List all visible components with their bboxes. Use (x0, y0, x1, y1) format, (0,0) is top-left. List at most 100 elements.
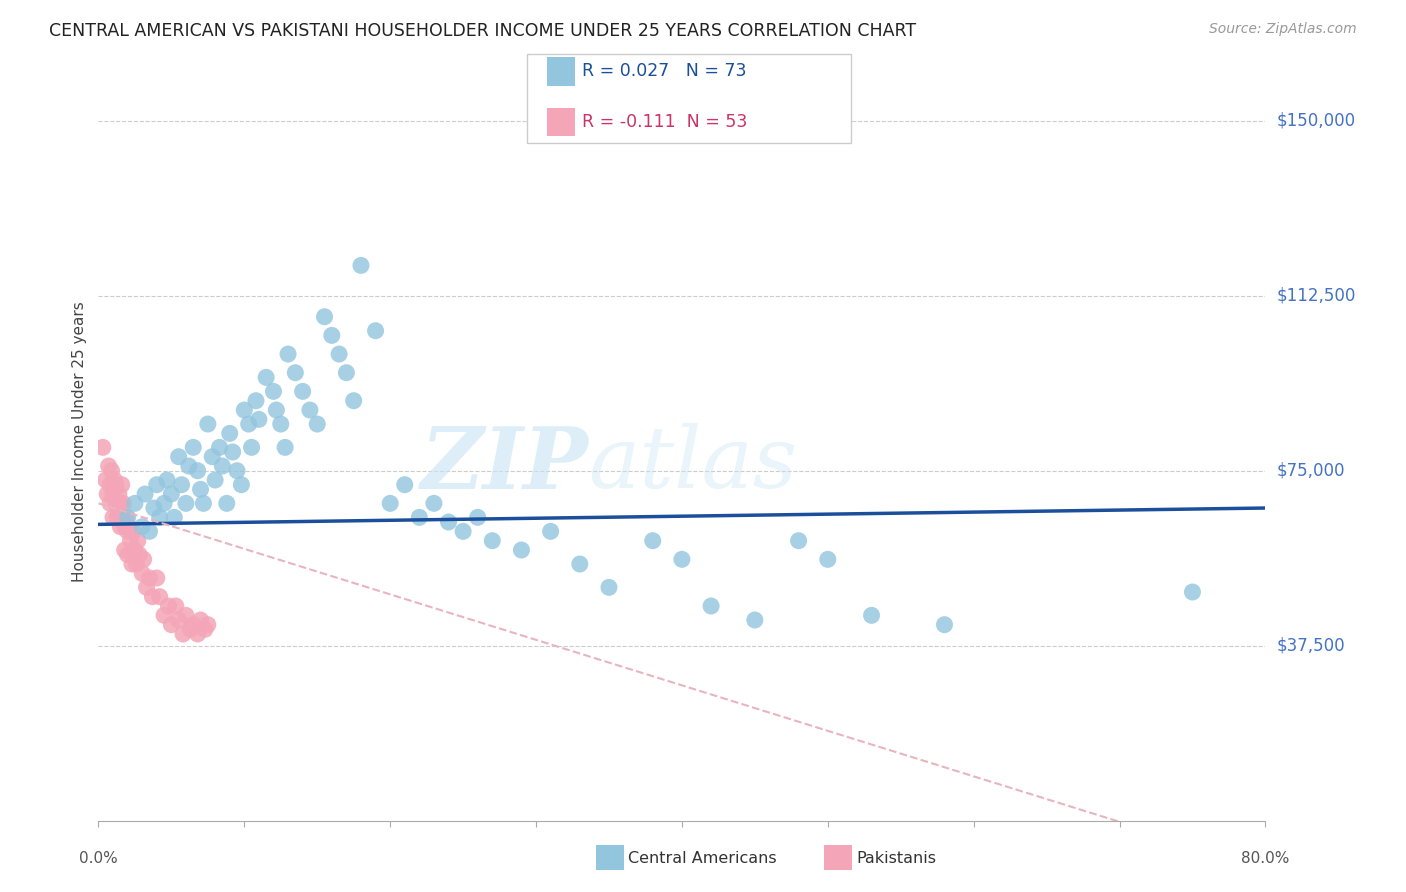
Point (163, 510, 186, 524)
Point (160, 487, 183, 501)
Point (510, 543, 533, 558)
Point (153, 608, 176, 623)
Point (94, 473, 117, 487)
Point (135, 580, 157, 594)
Point (787, 533, 810, 548)
Point (142, 501, 165, 516)
Text: ZIP: ZIP (420, 423, 589, 506)
Point (744, 613, 766, 627)
Point (451, 524, 474, 539)
Text: $112,500: $112,500 (1277, 286, 1357, 305)
Point (112, 496, 135, 510)
Point (408, 510, 430, 524)
Point (146, 571, 169, 585)
Point (423, 496, 446, 510)
Point (111, 477, 134, 491)
Point (167, 613, 190, 627)
Point (156, 473, 179, 487)
Text: Source: ZipAtlas.com: Source: ZipAtlas.com (1209, 22, 1357, 37)
Point (193, 496, 215, 510)
Point (141, 590, 163, 604)
Point (201, 450, 224, 464)
Point (138, 524, 160, 539)
Point (218, 426, 240, 441)
Point (238, 417, 260, 431)
Point (172, 627, 194, 641)
Point (157, 599, 180, 613)
Text: Central Americans: Central Americans (628, 851, 778, 865)
Point (131, 566, 153, 581)
Point (174, 608, 197, 623)
Point (149, 510, 172, 524)
Point (128, 548, 150, 562)
Text: R = -0.111  N = 53: R = -0.111 N = 53 (582, 113, 748, 131)
Point (124, 543, 146, 558)
Point (215, 496, 238, 510)
Point (328, 347, 350, 361)
Point (117, 510, 139, 524)
Point (160, 617, 183, 632)
Point (170, 477, 193, 491)
Point (108, 506, 131, 520)
Point (540, 524, 562, 539)
Point (817, 552, 839, 566)
Text: atlas: atlas (589, 423, 797, 506)
Point (598, 580, 620, 594)
Point (700, 599, 723, 613)
Point (343, 393, 366, 408)
Point (118, 519, 141, 533)
Point (167, 450, 190, 464)
Point (138, 571, 160, 585)
Point (132, 552, 155, 566)
Point (120, 533, 142, 548)
Point (314, 310, 336, 324)
Text: $75,000: $75,000 (1277, 462, 1346, 480)
Point (197, 417, 219, 431)
Point (394, 477, 416, 491)
Point (277, 347, 299, 361)
Point (467, 510, 489, 524)
Text: Pakistanis: Pakistanis (856, 851, 936, 865)
Point (240, 441, 263, 455)
Text: R = 0.027   N = 73: R = 0.027 N = 73 (582, 62, 747, 80)
Point (298, 403, 321, 417)
Point (245, 393, 267, 408)
Text: $150,000: $150,000 (1277, 112, 1357, 129)
Point (115, 510, 138, 524)
Point (208, 441, 231, 455)
Point (121, 557, 143, 571)
Point (481, 533, 503, 548)
Point (181, 441, 204, 455)
Point (233, 403, 256, 417)
Point (114, 543, 136, 558)
Point (177, 458, 200, 473)
Point (98, 496, 121, 510)
Point (307, 417, 329, 431)
Text: 80.0%: 80.0% (1241, 851, 1289, 866)
Point (266, 403, 288, 417)
Point (274, 441, 297, 455)
Point (187, 627, 209, 641)
Text: $37,500: $37,500 (1277, 637, 1346, 655)
Point (117, 548, 139, 562)
Point (437, 515, 460, 529)
Point (153, 496, 176, 510)
Point (221, 445, 243, 459)
Point (101, 510, 124, 524)
Point (146, 477, 169, 491)
Point (98, 477, 121, 491)
Point (105, 510, 128, 524)
Point (127, 533, 149, 548)
Point (1181, 585, 1204, 599)
Point (104, 496, 127, 510)
Point (350, 259, 373, 273)
Point (101, 487, 124, 501)
Point (284, 366, 307, 380)
Point (149, 590, 172, 604)
Point (321, 328, 343, 343)
Point (91, 441, 114, 455)
Point (860, 608, 883, 623)
Text: CENTRAL AMERICAN VS PAKISTANI HOUSEHOLDER INCOME UNDER 25 YEARS CORRELATION CHAR: CENTRAL AMERICAN VS PAKISTANI HOUSEHOLDE… (49, 22, 917, 40)
Text: 0.0%: 0.0% (79, 851, 118, 866)
Point (270, 417, 292, 431)
